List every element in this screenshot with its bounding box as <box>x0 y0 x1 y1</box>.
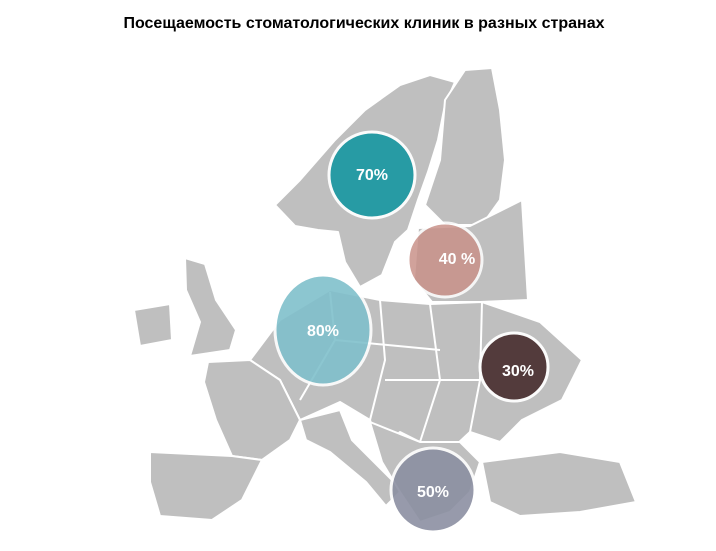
map-title: Посещаемость стоматологических клиник в … <box>123 15 604 32</box>
bubble <box>406 221 484 299</box>
bubble-label: 70% <box>356 167 388 184</box>
bubble <box>478 331 550 403</box>
bubble <box>327 130 417 220</box>
bubble-label: 30% <box>502 363 534 380</box>
bubble <box>389 446 477 534</box>
bubble-label: 80% <box>307 323 339 340</box>
bubble <box>273 273 373 387</box>
bubbles <box>273 130 550 534</box>
bubble-label: 50% <box>417 484 449 501</box>
bubble-label: 40 % <box>439 251 475 268</box>
